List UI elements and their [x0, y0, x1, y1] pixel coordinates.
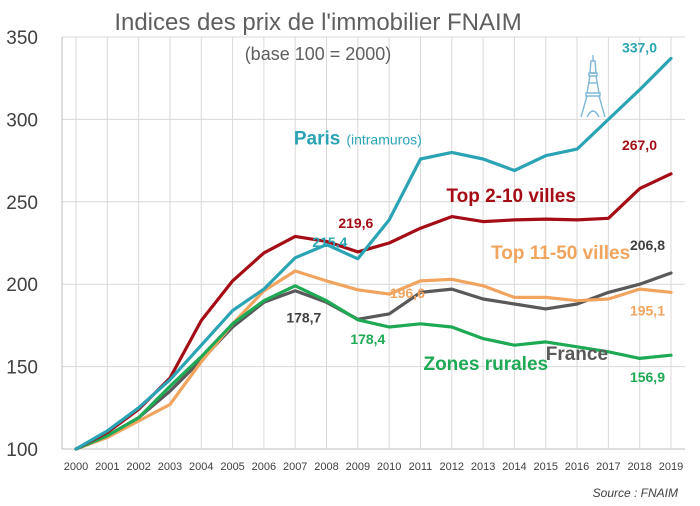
x-tick-label: 2011	[409, 461, 433, 473]
series-name-label: Paris (intramuros)	[294, 128, 422, 149]
x-tick-label: 2006	[252, 461, 276, 473]
data-label: 156,9	[630, 369, 665, 385]
series-name-label: Zones rurales	[423, 354, 548, 375]
data-label: 206,8	[630, 237, 665, 253]
y-tick-label: 150	[6, 358, 38, 379]
series-name-label: Top 11-50 villes	[491, 243, 630, 264]
x-tick-label: 2015	[533, 461, 557, 473]
series-name-label: Top 2-10 villes	[446, 186, 576, 207]
y-tick-label: 200	[6, 275, 38, 296]
y-tick-label: 300	[6, 110, 38, 131]
data-label: 337,0	[622, 39, 657, 55]
x-tick-label: 2001	[95, 461, 119, 473]
data-label: 196,6	[390, 285, 425, 301]
x-tick-label: 2000	[64, 461, 88, 473]
series-name-label: France	[546, 344, 608, 365]
x-tick-label: 2017	[596, 461, 620, 473]
data-labels: 215,4 337,0 Paris (intramuros) 219,6 267,0 Top…	[286, 39, 665, 385]
series-name: Top 11-50 villes	[491, 243, 630, 264]
x-tick-label: 2004	[189, 461, 213, 473]
x-tick-label: 2018	[627, 461, 651, 473]
x-tick-label: 2019	[659, 461, 683, 473]
source-note: Source : FNAIM	[593, 486, 678, 500]
series-name: Zones rurales	[423, 354, 548, 375]
x-tick-label: 2013	[471, 461, 495, 473]
eiffel-tower-icon	[580, 55, 606, 118]
data-label: 267,0	[622, 137, 657, 153]
x-tick-label: 2016	[565, 461, 589, 473]
x-tick-label: 2010	[377, 461, 401, 473]
x-tick-label: 2002	[126, 461, 150, 473]
data-label: 215,4	[312, 234, 347, 250]
chart-subtitle: (base 100 = 2000)	[245, 44, 392, 64]
series-line-top2_10	[74, 172, 673, 451]
series-lines	[74, 56, 673, 451]
series-name: France	[546, 344, 608, 365]
x-tick-label: 2007	[283, 461, 307, 473]
y-tick-label: 100	[6, 440, 38, 461]
chart-title: Indices des prix de l'immobilier FNAIM	[114, 9, 521, 36]
data-label: 219,6	[338, 215, 373, 231]
x-tick-label: 2009	[346, 461, 370, 473]
data-label: 178,7	[286, 309, 321, 325]
series-line-paris	[74, 56, 673, 451]
y-tick-label: 250	[6, 193, 38, 214]
x-tick-label: 2014	[502, 461, 526, 473]
x-tick-label: 2008	[314, 461, 338, 473]
x-tick-label: 2005	[220, 461, 244, 473]
series-line-rurales	[74, 284, 673, 451]
x-tick-label: 2003	[158, 461, 182, 473]
series-line-france	[74, 271, 673, 451]
x-tick-label: 2012	[440, 461, 464, 473]
y-tick-label: 350	[6, 28, 38, 49]
y-axis-ticks: 100 150 200 250 300 350	[6, 28, 38, 461]
series-name: Top 2-10 villes	[446, 186, 576, 207]
x-axis-ticks: 2000 2001 2002 2003 2004 2005 2006 2007 2008 2009…	[64, 461, 683, 473]
data-label: 178,4	[350, 331, 385, 347]
series-line-top11_50	[74, 269, 673, 451]
series-name: Paris	[294, 128, 340, 149]
data-label: 195,1	[630, 302, 665, 318]
gridlines	[61, 36, 685, 450]
series-name-suffix: (intramuros)	[346, 131, 421, 147]
